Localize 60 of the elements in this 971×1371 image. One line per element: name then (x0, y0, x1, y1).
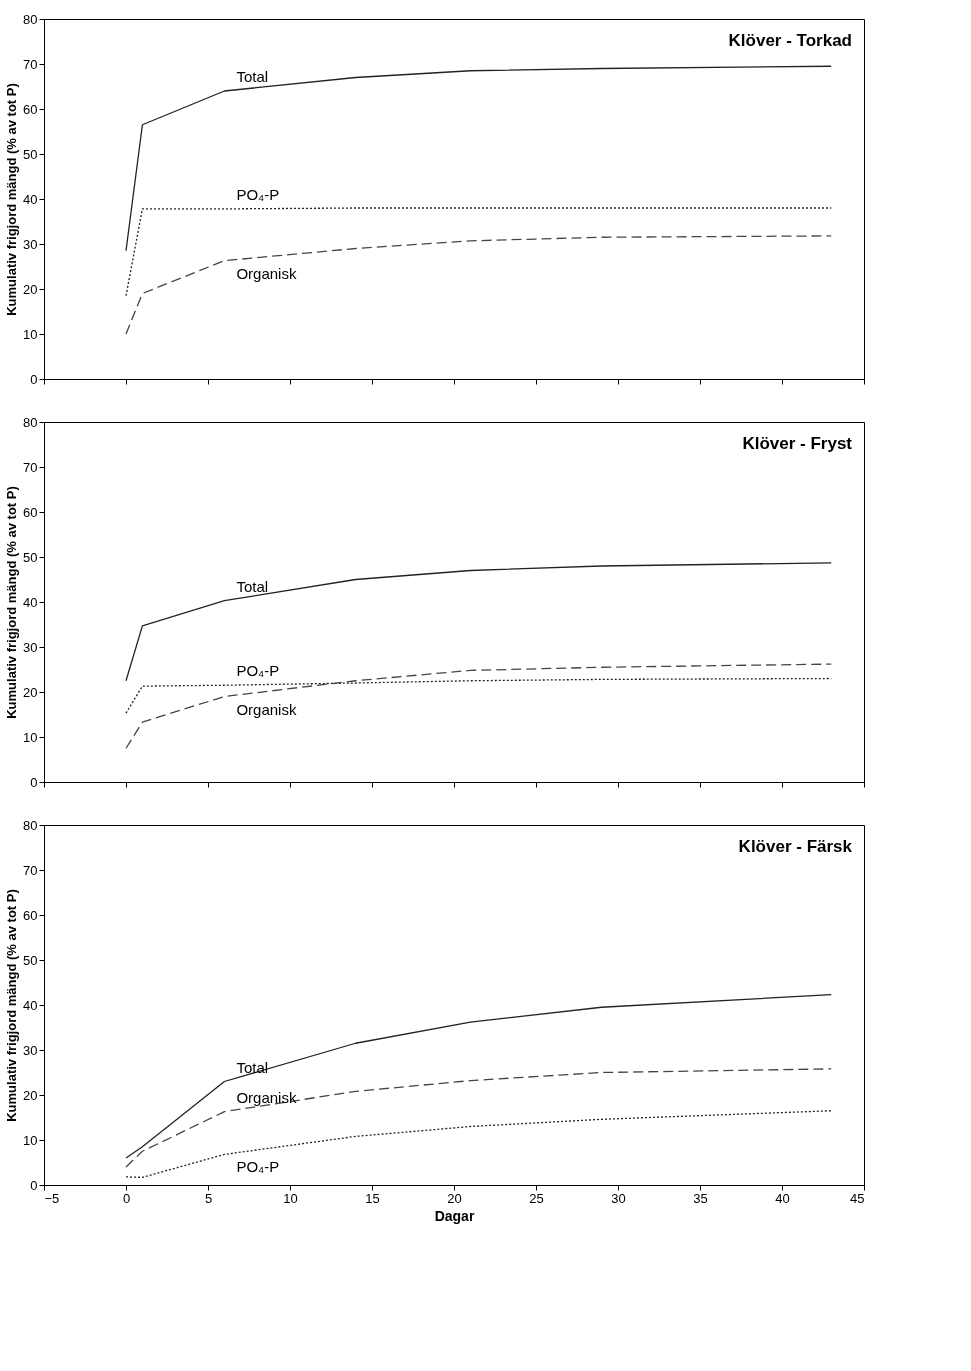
line-series (125, 663, 832, 749)
y-tick-label: 0 (30, 774, 38, 790)
series-label: Total (236, 68, 269, 85)
y-tick-label: 80 (23, 817, 38, 833)
y-tick-label: 10 (23, 729, 38, 745)
y-tick-label: 30 (23, 236, 38, 252)
y-tick-label: 20 (23, 684, 38, 700)
x-tick-label: 40 (775, 1190, 790, 1206)
y-tick-label: 30 (23, 1042, 38, 1058)
y-tick-label: 10 (23, 326, 38, 342)
y-axis-title: Kumulativ frigjord mängd (% av tot P) (4, 889, 20, 1122)
text: Klöver - Torkad (728, 31, 852, 50)
y-tick-label: 50 (23, 549, 38, 565)
series-label: Total (236, 1058, 269, 1076)
series-label: Total (236, 577, 269, 595)
x-tick-label: 10 (283, 1190, 298, 1206)
series-label: PO₄-P (236, 662, 280, 680)
series-label: Organisk (236, 1088, 297, 1106)
y-tick-label: 40 (23, 594, 38, 610)
y-tick-label: 60 (23, 101, 38, 117)
line-series (125, 562, 832, 682)
x-axis-title: Dagar (434, 1207, 475, 1224)
y-tick-label: 80 (23, 414, 38, 430)
y-tick-label: 10 (23, 1132, 38, 1148)
series-label: Organisk (236, 700, 297, 718)
y-tick-label: 60 (23, 907, 38, 923)
y-tick-label: 40 (23, 997, 38, 1013)
y-axis-title: Kumulativ frigjord mängd (% av tot P) (4, 83, 20, 316)
y-tick-label: 30 (23, 639, 38, 655)
line-series (125, 65, 832, 252)
x-tick-label: −5 (44, 1190, 60, 1206)
y-axis-title: Kumulativ frigjord mängd (% av tot P) (4, 486, 20, 719)
y-tick-label: 70 (23, 56, 38, 72)
x-tick-label: 25 (529, 1190, 544, 1206)
y-tick-label: 80 (23, 11, 38, 27)
x-tick-label: 35 (693, 1190, 708, 1206)
series-label: PO₄-P (236, 1158, 280, 1176)
text: Klöver - Fryst (742, 434, 853, 453)
x-tick-label: 15 (365, 1190, 380, 1206)
y-tick-label: 70 (23, 862, 38, 878)
x-tick-label: 20 (447, 1190, 462, 1206)
series-label: PO₄-P (236, 185, 280, 203)
y-tick-label: 0 (30, 1177, 38, 1193)
y-tick-label: 40 (23, 191, 38, 207)
line-series (125, 1110, 832, 1178)
y-tick-label: 20 (23, 1087, 38, 1103)
x-tick-label: 30 (611, 1190, 626, 1206)
series-label: Organisk (236, 264, 297, 282)
line-series (125, 994, 832, 1159)
y-tick-label: 50 (23, 952, 38, 968)
y-tick-label: 70 (23, 459, 38, 475)
line-series (125, 235, 832, 335)
x-tick-label: 0 (122, 1190, 131, 1206)
x-tick-label: 5 (204, 1190, 213, 1206)
text: Klöver - Färsk (738, 837, 853, 856)
y-tick-label: 0 (30, 371, 38, 387)
x-tick-label: 45 (850, 1190, 865, 1206)
y-tick-label: 60 (23, 504, 38, 520)
y-tick-label: 50 (23, 146, 38, 162)
y-tick-label: 20 (23, 281, 38, 297)
